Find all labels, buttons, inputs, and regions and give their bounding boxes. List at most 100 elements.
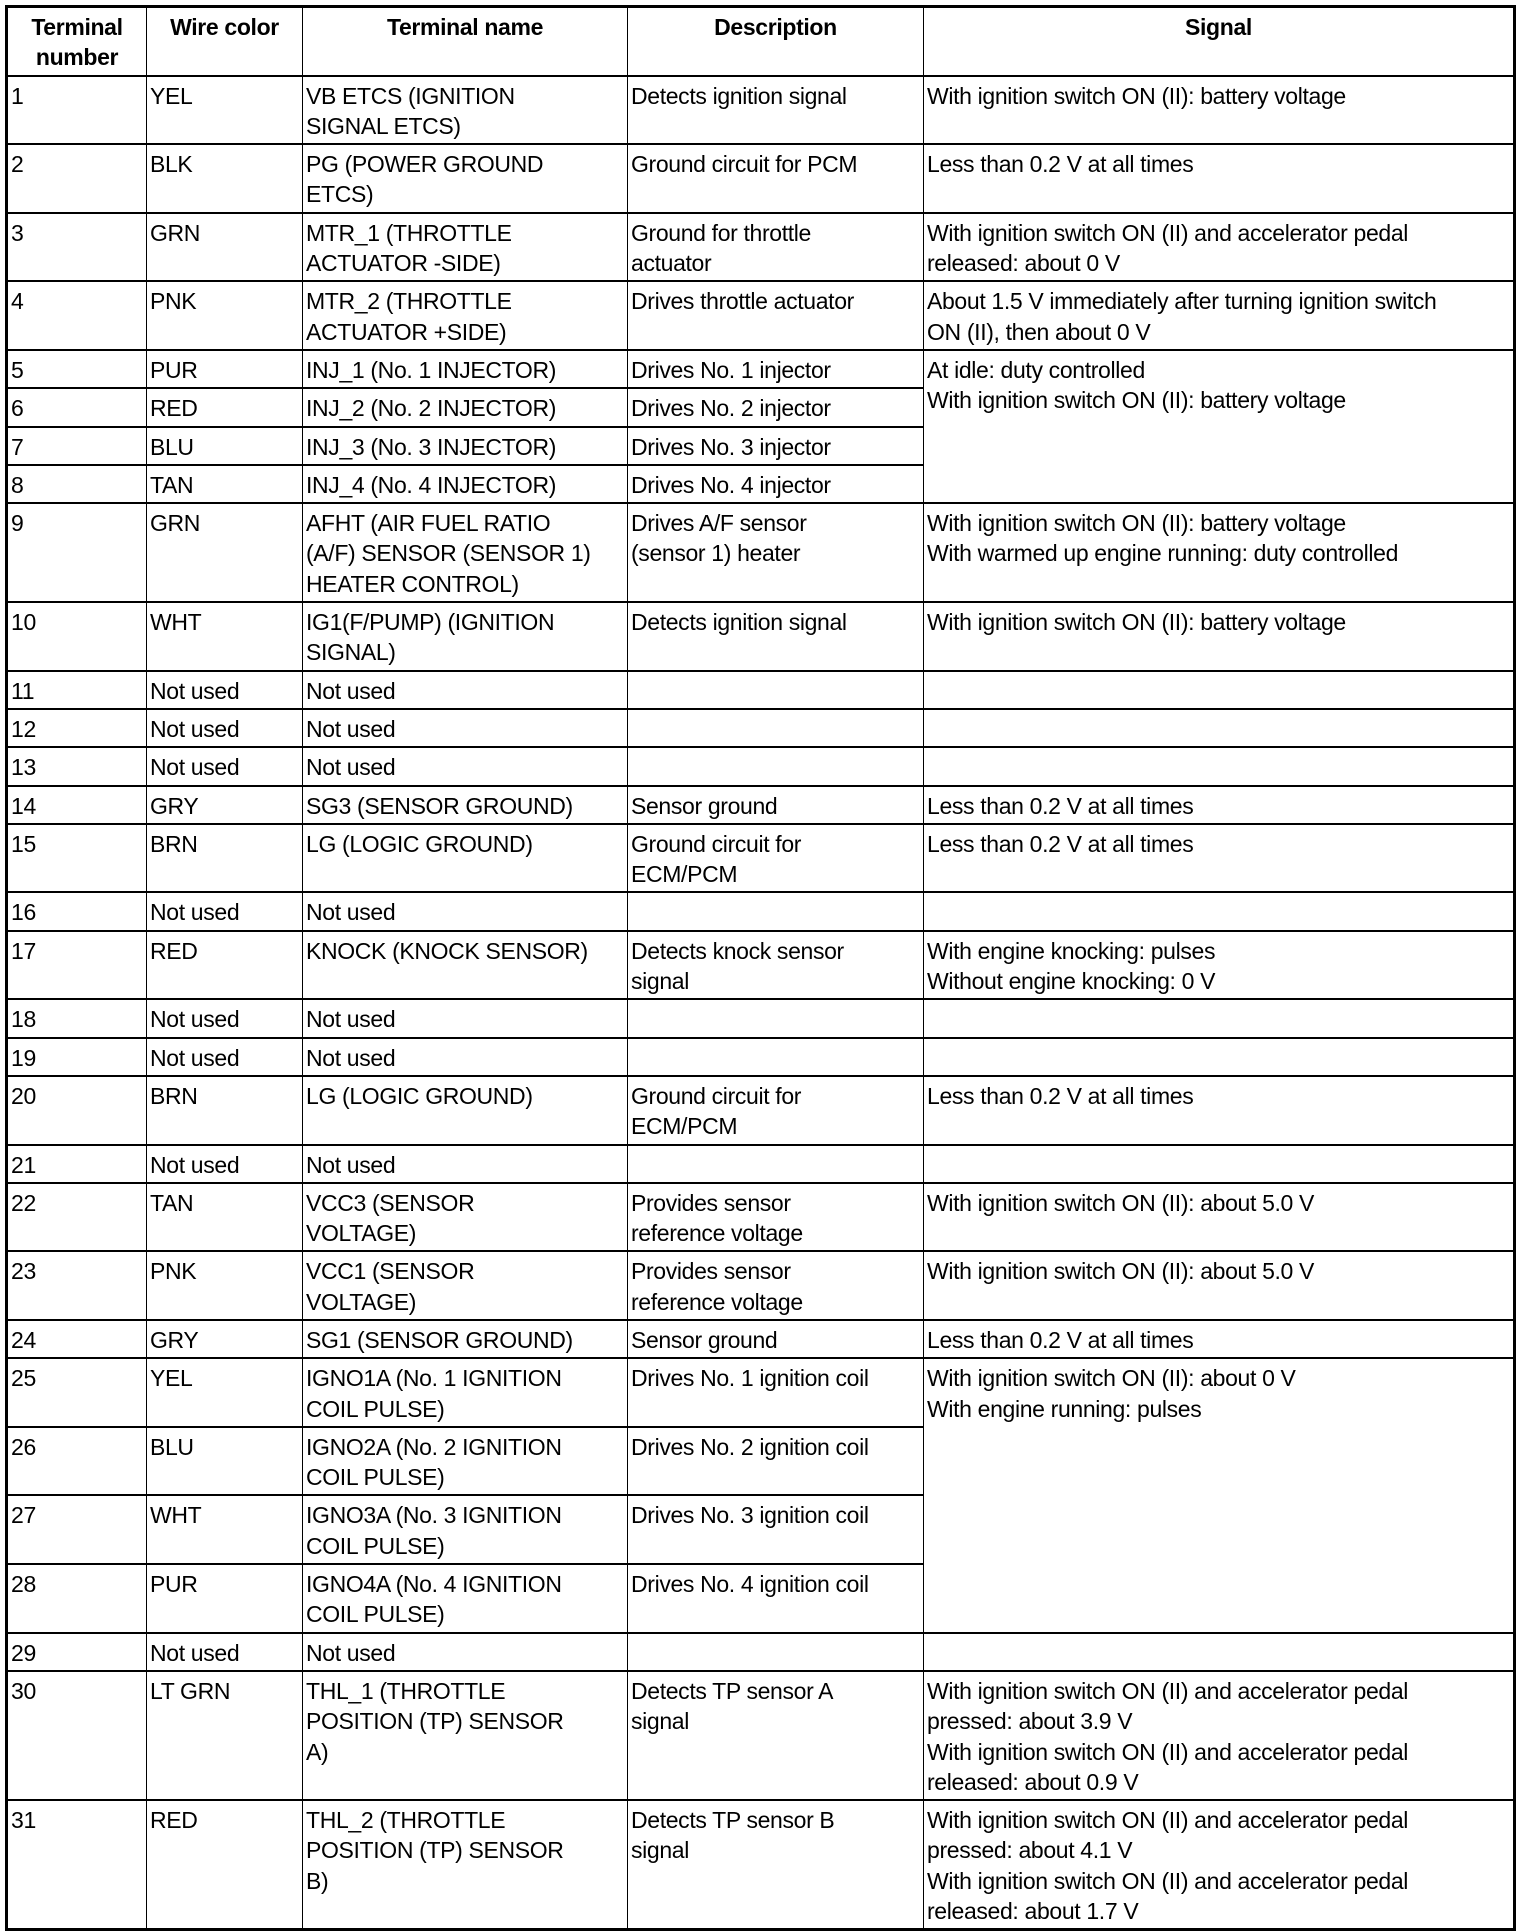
terminal-name-cell: IGNO2A (No. 2 IGNITION COIL PULSE) xyxy=(302,1425,628,1496)
terminal-name-cell: AFHT (AIR FUEL RATIO (A/F) SENSOR (SENSO… xyxy=(302,502,628,603)
table-row: 9 GRN AFHT (AIR FUEL RATIO (A/F) SENSOR (S… xyxy=(6,502,1515,603)
terminal-name-cell: Not used xyxy=(302,998,628,1039)
terminal-number-cell: 20 xyxy=(6,1074,147,1145)
signal-cell xyxy=(923,669,1515,710)
description-cell xyxy=(627,1036,924,1077)
terminal-name-cell: VCC1 (SENSOR VOLTAGE) xyxy=(302,1250,628,1321)
header-signal: Signal xyxy=(923,5,1515,77)
table-row: 1 YEL VB ETCS (IGNITION SIGNAL ETCS) Detect… xyxy=(6,74,1515,145)
wire-color-cell: TAN xyxy=(146,1181,303,1252)
table-row: 3 GRN MTR_1 (THROTTLE ACTUATOR -SIDE) Groun… xyxy=(6,211,1515,282)
terminal-name-cell: VCC3 (SENSOR VOLTAGE) xyxy=(302,1181,628,1252)
description-cell: Sensor ground xyxy=(627,1318,924,1359)
wire-color-cell: Not used xyxy=(146,707,303,748)
description-cell: Detects ignition signal xyxy=(627,601,924,672)
terminal-name-cell: Not used xyxy=(302,891,628,932)
signal-cell: With engine knocking: pulses Without eng… xyxy=(923,929,1515,1000)
terminal-number-cell: 3 xyxy=(6,211,147,282)
table-row: 23 PNK VCC1 (SENSOR VOLTAGE) Provides senso… xyxy=(6,1250,1515,1321)
signal-cell: With ignition switch ON (II): about 5.0 … xyxy=(923,1181,1515,1252)
wire-color-cell: GRN xyxy=(146,211,303,282)
terminal-number-cell: 5 xyxy=(6,348,147,389)
description-cell: Drives throttle actuator xyxy=(627,280,924,351)
description-cell: Ground circuit for ECM/PCM xyxy=(627,1074,924,1145)
signal-cell xyxy=(923,891,1515,932)
description-cell: Drives No. 4 ignition coil xyxy=(627,1563,924,1634)
wire-color-cell: PNK xyxy=(146,280,303,351)
terminal-number-cell: 19 xyxy=(6,1036,147,1077)
terminal-number-cell: 7 xyxy=(6,425,147,466)
wire-color-cell: Not used xyxy=(146,669,303,710)
terminal-number-cell: 13 xyxy=(6,746,147,787)
terminal-number-cell: 9 xyxy=(6,502,147,603)
header-row: Terminal number Wire color Terminal name… xyxy=(6,5,1515,77)
signal-cell xyxy=(923,1036,1515,1077)
wire-color-cell: TAN xyxy=(146,463,303,504)
table-row: 10 WHT IG1(F/PUMP) (IGNITION SIGNAL) Detect… xyxy=(6,601,1515,672)
description-cell xyxy=(627,746,924,787)
signal-cell: With ignition switch ON (II): battery vo… xyxy=(923,601,1515,672)
header-wire-color: Wire color xyxy=(146,5,303,77)
description-cell: Drives A/F sensor (sensor 1) heater xyxy=(627,502,924,603)
wire-color-cell: PUR xyxy=(146,1563,303,1634)
wire-color-cell: Not used xyxy=(146,746,303,787)
description-cell: Sensor ground xyxy=(627,784,924,825)
signal-cell: Less than 0.2 V at all times xyxy=(923,784,1515,825)
wire-color-cell: YEL xyxy=(146,74,303,145)
terminal-number-cell: 28 xyxy=(6,1563,147,1634)
table-row: 8 TAN INJ_4 (No. 4 INJECTOR) Drives No. 4 i… xyxy=(6,463,1515,504)
signal-cell: With ignition switch ON (II): about 0 V … xyxy=(923,1357,1515,1634)
description-cell: Detects ignition signal xyxy=(627,74,924,145)
terminal-number-cell: 22 xyxy=(6,1181,147,1252)
terminal-name-cell: THL_2 (THROTTLE POSITION (TP) SENSOR B) xyxy=(302,1799,628,1931)
wire-color-cell: WHT xyxy=(146,601,303,672)
signal-cell xyxy=(923,998,1515,1039)
terminal-name-cell: THL_1 (THROTTLE POSITION (TP) SENSOR A) xyxy=(302,1669,628,1801)
wire-color-cell: Not used xyxy=(146,891,303,932)
terminal-number-cell: 1 xyxy=(6,74,147,145)
description-cell xyxy=(627,891,924,932)
table-row: 6 RED INJ_2 (No. 2 INJECTOR) Drives No. 2 i… xyxy=(6,387,1515,428)
terminal-number-cell: 17 xyxy=(6,929,147,1000)
description-cell: Drives No. 2 ignition coil xyxy=(627,1425,924,1496)
header-description: Description xyxy=(627,5,924,77)
wire-color-cell: BRN xyxy=(146,1074,303,1145)
table-row: 26 BLU IGNO2A (No. 2 IGNITION COIL PULSE) D… xyxy=(6,1425,1515,1496)
terminal-name-cell: LG (LOGIC GROUND) xyxy=(302,1074,628,1145)
table-row: 16 Not used Not used xyxy=(6,891,1515,932)
signal-cell: With ignition switch ON (II): about 5.0 … xyxy=(923,1250,1515,1321)
terminal-name-cell: INJ_4 (No. 4 INJECTOR) xyxy=(302,463,628,504)
table-row: 21 Not used Not used xyxy=(6,1143,1515,1184)
terminal-name-cell: Not used xyxy=(302,1631,628,1672)
signal-cell xyxy=(923,1631,1515,1672)
terminal-number-cell: 8 xyxy=(6,463,147,504)
terminal-name-cell: Not used xyxy=(302,1143,628,1184)
terminal-name-cell: MTR_1 (THROTTLE ACTUATOR -SIDE) xyxy=(302,211,628,282)
terminal-name-cell: IGNO4A (No. 4 IGNITION COIL PULSE) xyxy=(302,1563,628,1634)
table-row: 19 Not used Not used xyxy=(6,1036,1515,1077)
wire-color-cell: GRY xyxy=(146,1318,303,1359)
table-row: 20 BRN LG (LOGIC GROUND) Ground circuit for… xyxy=(6,1074,1515,1145)
wire-color-cell: BRN xyxy=(146,822,303,893)
signal-cell: About 1.5 V immediately after turning ig… xyxy=(923,280,1515,351)
signal-cell: Less than 0.2 V at all times xyxy=(923,143,1515,214)
description-cell: Drives No. 3 ignition coil xyxy=(627,1494,924,1565)
terminal-number-cell: 24 xyxy=(6,1318,147,1359)
table-row: 7 BLU INJ_3 (No. 3 INJECTOR) Drives No. 3 i… xyxy=(6,425,1515,466)
description-cell xyxy=(627,669,924,710)
terminal-name-cell: SG1 (SENSOR GROUND) xyxy=(302,1318,628,1359)
terminal-number-cell: 2 xyxy=(6,143,147,214)
terminal-number-cell: 11 xyxy=(6,669,147,710)
terminal-name-cell: IGNO3A (No. 3 IGNITION COIL PULSE) xyxy=(302,1494,628,1565)
terminal-number-cell: 27 xyxy=(6,1494,147,1565)
description-cell xyxy=(627,707,924,748)
terminal-name-cell: IG1(F/PUMP) (IGNITION SIGNAL) xyxy=(302,601,628,672)
table-row: 25 YEL IGNO1A (No. 1 IGNITION COIL PULSE) D… xyxy=(6,1357,1515,1634)
signal-cell xyxy=(923,707,1515,748)
header-terminal-number: Terminal number xyxy=(6,5,147,77)
wire-color-cell: YEL xyxy=(146,1357,303,1428)
signal-cell xyxy=(923,1143,1515,1184)
description-cell: Ground circuit for ECM/PCM xyxy=(627,822,924,893)
wire-color-cell: WHT xyxy=(146,1494,303,1565)
wire-color-cell: Not used xyxy=(146,1143,303,1184)
